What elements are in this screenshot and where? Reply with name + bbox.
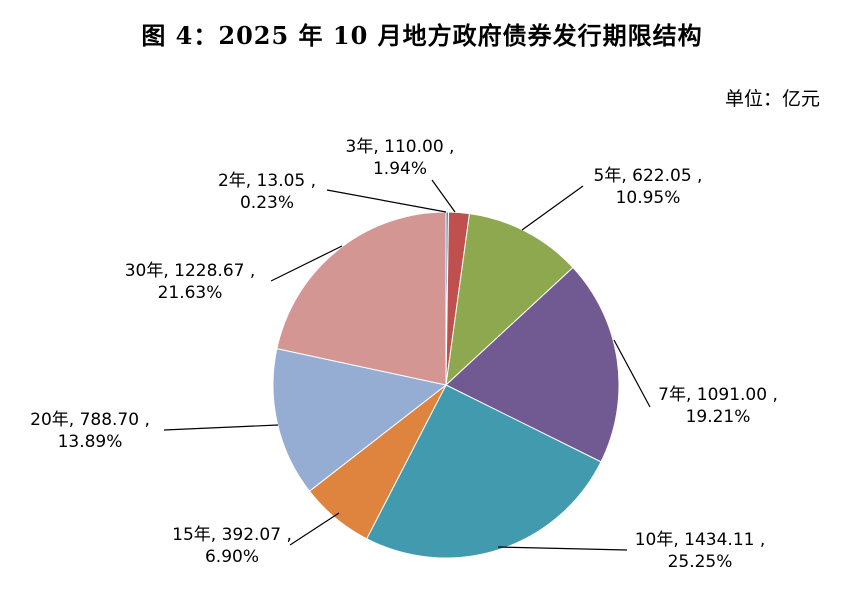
- leader-line-7年: [613, 339, 651, 408]
- chart-title: 图 4：2025 年 10 月地方政府债券发行期限结构: [141, 21, 703, 50]
- leader-line-10年: [497, 546, 628, 551]
- pie-slice-7年: [445, 266, 620, 463]
- leader-line-15年: [289, 512, 340, 546]
- data-label-15年: 15年, 392.07 , 6.90%: [172, 525, 292, 567]
- pie-slice-5年: [445, 213, 574, 387]
- leader-line-30年: [270, 245, 343, 282]
- pie-slice-10年: [366, 384, 602, 559]
- leader-line-20年: [163, 424, 279, 431]
- pie-slice-30年: [276, 211, 447, 386]
- data-label-3年: 3年, 110.00 , 1.94%: [346, 137, 455, 179]
- leader-line-3年: [431, 179, 456, 213]
- data-label-30年: 30年, 1228.67 , 21.63%: [125, 261, 256, 303]
- data-label-7年: 7年, 1091.00 , 19.21%: [658, 385, 778, 427]
- data-label-20年: 20年, 788.70 , 13.89%: [30, 410, 150, 452]
- data-label-2年: 2年, 13.05 , 0.23%: [218, 171, 316, 213]
- pie-slice-20年: [272, 348, 448, 492]
- data-label-5年: 5年, 622.05 , 10.95%: [594, 166, 703, 208]
- data-label-10年: 10年, 1434.11 , 25.25%: [635, 530, 766, 572]
- leader-line-2年: [326, 189, 447, 213]
- unit-label: 单位：亿元: [724, 88, 820, 110]
- leader-line-5年: [521, 185, 584, 231]
